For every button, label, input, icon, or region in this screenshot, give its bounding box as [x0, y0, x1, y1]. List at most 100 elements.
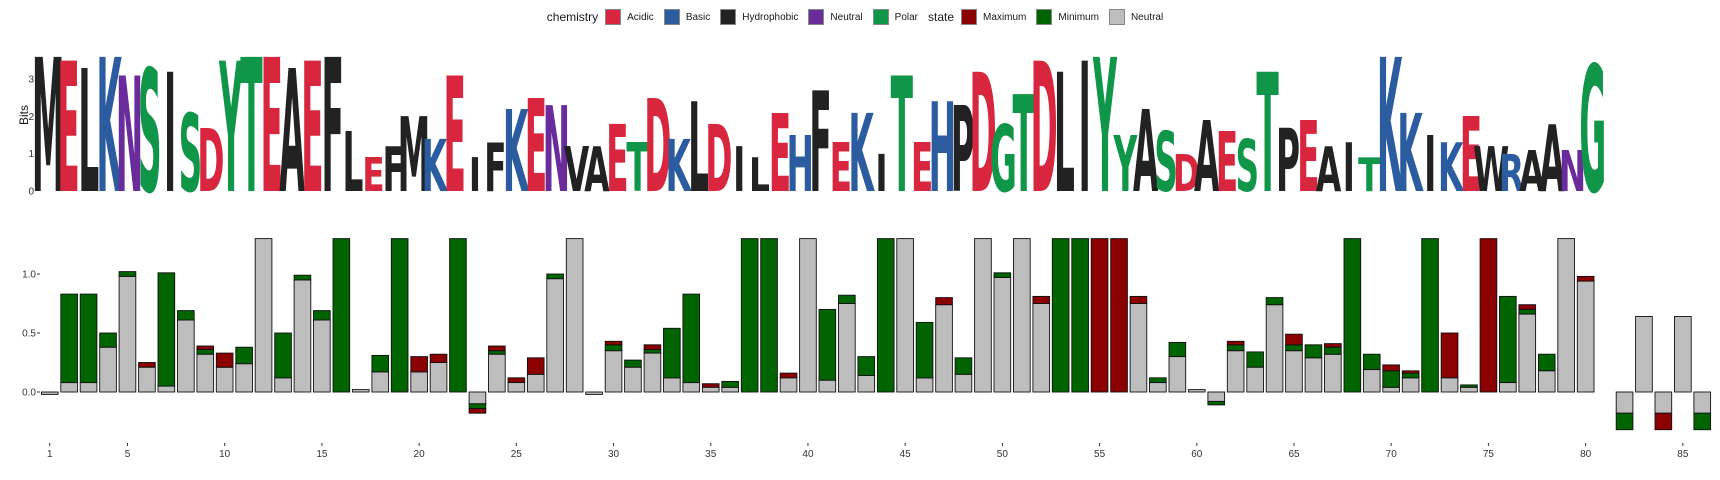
- bar-segment-minimum: [1537, 353, 1556, 372]
- logo-letter: E: [1297, 103, 1319, 216]
- bar-segment-minimum: [235, 346, 253, 365]
- bar-segment-neutral: [371, 371, 390, 393]
- logo-letter: E: [1460, 97, 1482, 215]
- bar-segment-maximum: [604, 340, 623, 346]
- bar-segment-neutral: [60, 382, 78, 393]
- bar-segment-maximum: [1440, 332, 1459, 379]
- bar-y-tick-label: 0.5: [22, 329, 36, 340]
- bar-segment-neutral: [507, 382, 526, 393]
- bar-segment-neutral: [779, 377, 798, 393]
- bar-segment-minimum: [371, 354, 390, 373]
- swatch-basic: [663, 9, 680, 25]
- logo-letter: F: [484, 130, 506, 207]
- bar-x-tick-label: 35: [705, 449, 717, 460]
- logo-letter: S: [1154, 115, 1178, 211]
- bar-segment-neutral: [40, 391, 59, 395]
- bar-segment-neutral: [1635, 316, 1653, 393]
- bar-segment-neutral: [1499, 382, 1517, 393]
- bar-segment-minimum: [1265, 297, 1284, 306]
- bar-segment-minimum: [1226, 344, 1245, 352]
- bar-segment-minimum: [1382, 370, 1400, 388]
- bar-segment-minimum: [604, 344, 623, 352]
- bar-segment-minimum: [1421, 238, 1439, 393]
- bar-segment-neutral: [235, 363, 253, 393]
- bar-segment-neutral: [1537, 370, 1556, 393]
- legend-label-hydrophobic: Hydrophobic: [742, 11, 799, 23]
- bar-segment-minimum: [1207, 400, 1226, 406]
- logo-letter: E: [911, 130, 933, 207]
- bar-segment-minimum: [1693, 412, 1712, 431]
- bar-segment-minimum: [876, 238, 895, 393]
- logo-letter: P: [951, 83, 975, 219]
- bar-segment-maximum: [701, 383, 720, 388]
- bar-segment-minimum: [838, 294, 856, 304]
- bar-segment-neutral: [79, 382, 98, 393]
- bar-segment-neutral: [1246, 366, 1264, 393]
- logo-letter: D: [969, 38, 996, 229]
- logo-letter: E: [301, 27, 323, 234]
- bar-segment-neutral: [118, 275, 137, 393]
- logo-letter: D: [705, 107, 732, 214]
- bar-x-tick-label: 55: [1094, 449, 1106, 460]
- logo-y-tick-label: 2: [28, 112, 34, 123]
- bar-segment-minimum: [915, 321, 934, 379]
- logo-letter: V: [564, 134, 589, 206]
- legend-item-neutral-chem: Neutral: [808, 9, 863, 25]
- legend-chemistry: chemistry Acidic Basic Hydrophobic Neutr…: [547, 9, 928, 25]
- bar-segment-neutral: [1032, 303, 1051, 393]
- bar-segment-neutral: [1324, 353, 1342, 393]
- bar-segment-neutral: [663, 377, 681, 393]
- logo-letter: I: [733, 134, 745, 206]
- bar-segment-maximum: [1382, 364, 1400, 372]
- bar-x-tick-label: 70: [1386, 449, 1398, 460]
- bar-segment-maximum: [138, 362, 156, 368]
- bar-segment-maximum: [526, 357, 545, 375]
- logo-letter: I: [1343, 130, 1355, 207]
- logo-letter: R: [1499, 145, 1524, 205]
- bar-x-tick-label: 30: [608, 449, 620, 460]
- bar-segment-maximum: [1518, 304, 1537, 310]
- logo-y-tick-label: 3: [28, 75, 34, 86]
- bar-x-tick-label: 45: [900, 449, 912, 460]
- swatch-polar: [872, 9, 889, 25]
- bar-segment-neutral: [429, 362, 448, 393]
- swatch-acidic: [605, 9, 622, 25]
- legend-item-minimum: Minimum: [1036, 9, 1099, 25]
- bar-segment-maximum: [1090, 238, 1109, 393]
- bar-segment-neutral: [196, 353, 215, 393]
- bar-segment-maximum: [1226, 340, 1245, 346]
- swatch-maximum: [961, 9, 978, 25]
- bar-segment-maximum: [1401, 370, 1420, 374]
- bar-x-tick-label: 85: [1677, 449, 1689, 460]
- bar-segment-neutral: [1304, 357, 1323, 393]
- bar-segment-neutral: [1226, 350, 1245, 393]
- bar-segment-neutral: [1674, 316, 1692, 393]
- bar-segment-neutral: [1207, 391, 1226, 402]
- logo-letter: K: [1377, 21, 1404, 235]
- bar-segment-minimum: [760, 238, 778, 393]
- bar-segment-minimum: [1246, 351, 1264, 368]
- bar-y-tick-label: 1.0: [22, 270, 36, 281]
- logo-letter: F: [321, 21, 343, 235]
- logo-letter: N: [1559, 138, 1586, 204]
- logo-letter: E: [1216, 115, 1238, 211]
- bar-segment-maximum: [429, 353, 448, 363]
- logo-letter: E: [57, 27, 79, 234]
- bar-segment-minimum: [740, 238, 759, 393]
- logo-letter: M: [32, 21, 65, 235]
- bar-segment-minimum: [1401, 372, 1420, 379]
- logo-letter: K: [422, 125, 449, 209]
- bar-segment-minimum: [177, 310, 195, 321]
- bar-segment-maximum: [196, 345, 215, 350]
- logo-letter: Y: [1113, 119, 1138, 209]
- logo-letter: A: [1133, 86, 1158, 218]
- bar-segment-neutral: [1013, 238, 1031, 393]
- logo-letter: K: [1438, 130, 1465, 207]
- bar-segment-minimum: [1051, 238, 1070, 393]
- bar-segment-neutral: [896, 238, 914, 393]
- logo-y-tick-label: 1: [28, 149, 34, 160]
- bar-segment-neutral: [274, 377, 292, 393]
- bar-segment-neutral: [721, 386, 739, 393]
- stacked-bar-chart: 0.00.51.01 5 10 15 20 25 30 35 40 45 50 55 60 65 70 75 8…: [22, 238, 1712, 460]
